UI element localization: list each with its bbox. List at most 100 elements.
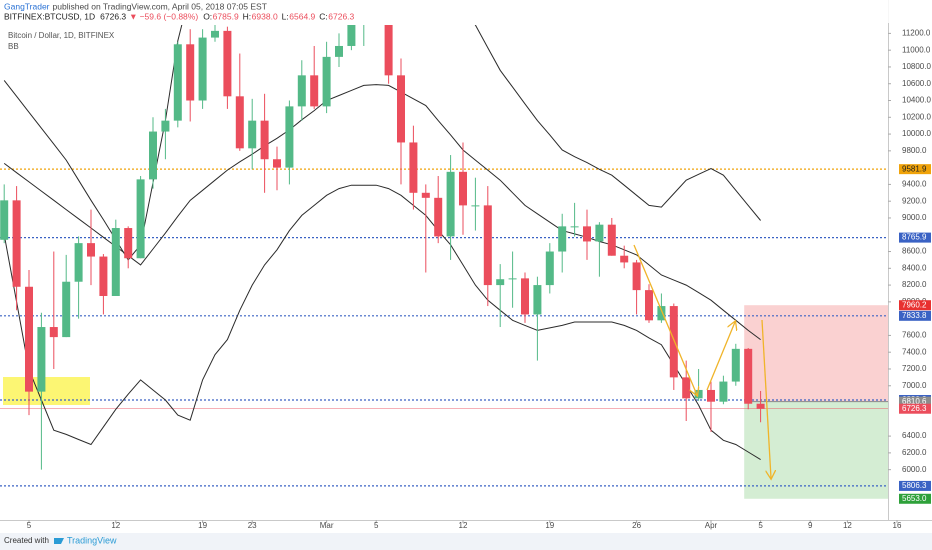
footer-brand[interactable]: TradingView — [67, 535, 117, 545]
header-item: 6938.0 — [252, 11, 278, 21]
published: published on TradingView.com, April 05, … — [53, 1, 267, 11]
candle-body — [310, 75, 319, 107]
target-zone — [744, 401, 888, 499]
candle-body — [471, 205, 480, 207]
y-tick-label: 9000.0 — [902, 213, 927, 222]
x-tick-label: 5 — [758, 521, 763, 530]
annotation-arrow — [761, 319, 771, 478]
price-label-bg — [899, 310, 931, 321]
annotation-arrow — [706, 322, 735, 391]
candle-body — [645, 290, 653, 321]
y-tick-label: 10200.0 — [902, 112, 931, 121]
header-item: BITFINEX:BTCUSD, 1D — [4, 11, 95, 21]
price-label: 5806.3 — [902, 481, 927, 490]
candle-body — [99, 256, 108, 296]
candle-body — [198, 37, 207, 101]
y-tick-label: 7400.0 — [902, 347, 927, 356]
highlight-zone — [3, 377, 90, 405]
y-tick-label: 9400.0 — [902, 180, 927, 189]
price-label-bg — [899, 232, 931, 243]
footer-created: Created with — [4, 536, 49, 545]
candle-body — [0, 200, 9, 240]
candle-body — [49, 327, 58, 338]
candle-body — [12, 200, 21, 287]
x-tick-label: Apr — [705, 521, 718, 530]
header-item: O: — [203, 11, 212, 21]
candle-body — [235, 96, 244, 149]
author[interactable]: GangTrader — [4, 1, 50, 11]
candle-body — [533, 285, 542, 315]
candle-body — [521, 278, 529, 315]
candle-body — [285, 106, 294, 168]
candle-body — [37, 327, 46, 392]
header-item: H: — [243, 11, 252, 21]
y-tick-label: 6000.0 — [902, 465, 927, 474]
candle-body — [186, 44, 195, 101]
y-tick-label: 6200.0 — [902, 448, 927, 457]
candle-body — [335, 45, 343, 57]
axes: 6000.0 6200.0 6400.0 7000.0 7200.0 7400.0 7600… — [27, 28, 932, 530]
footer-bg — [0, 533, 932, 550]
candle-body — [136, 179, 145, 259]
y-tick-label: 11200.0 — [902, 28, 931, 37]
candle-body — [719, 381, 728, 402]
header-bg — [0, 0, 932, 23]
y-tick-label: 7000.0 — [902, 381, 927, 390]
candle-body — [707, 389, 715, 402]
price-label: 5653.0 — [902, 494, 927, 503]
price-label-bg — [899, 164, 931, 175]
candle-body — [273, 159, 281, 168]
annotation-arrow — [633, 244, 697, 395]
price-label: 7833.8 — [902, 311, 927, 320]
legend-title: Bitcoin / Dollar, 1D, BITFINEX — [8, 31, 115, 40]
x-tick-label: 12 — [111, 521, 120, 530]
candle-body — [558, 226, 567, 252]
candle-body — [322, 56, 331, 107]
x-tick-label: 23 — [248, 521, 257, 530]
candle-body — [62, 281, 71, 338]
candle-body — [570, 226, 579, 228]
candle-body — [595, 224, 604, 242]
candle-body — [744, 348, 753, 404]
price-label: 7960.2 — [902, 300, 927, 309]
candle-body — [607, 224, 616, 256]
candle-body — [583, 226, 591, 242]
header-item: L: — [282, 11, 289, 21]
y-tick-label: 9800.0 — [902, 146, 927, 155]
price-label-bg — [899, 493, 931, 504]
header-item: C: — [319, 11, 328, 21]
y-tick-label: 8400.0 — [902, 263, 927, 272]
header-item: ▼ — [129, 11, 137, 21]
price-label: 6810.6 — [902, 397, 927, 406]
y-tick-label: 7200.0 — [902, 364, 927, 373]
y-tick-label: 9200.0 — [902, 196, 927, 205]
y-tick-label: 10000.0 — [902, 129, 931, 138]
candle-body — [173, 44, 182, 121]
candle-body — [260, 120, 269, 160]
candle-body — [483, 205, 492, 286]
candle-body — [111, 228, 120, 296]
x-tick-label: 19 — [545, 521, 554, 530]
price-label: 9581.9 — [902, 164, 927, 173]
candle-body — [384, 25, 393, 76]
x-tick-label: 19 — [198, 521, 207, 530]
x-tick-label: 5 — [374, 521, 379, 530]
y-tick-label: 10800.0 — [902, 62, 931, 71]
candle-body — [434, 197, 443, 237]
price-label-bg — [899, 300, 931, 311]
x-tick-label: 12 — [459, 521, 468, 530]
candle-body — [545, 251, 554, 286]
candle-body — [211, 30, 219, 38]
price-label: 6726.3 — [902, 404, 927, 413]
x-tick-label: 5 — [27, 521, 32, 530]
bb-lower — [3, 184, 761, 461]
x-tick-label: 26 — [632, 521, 641, 530]
candle-body — [161, 120, 170, 132]
x-tick-label: 9 — [808, 521, 813, 530]
y-tick-label: 8600.0 — [902, 247, 927, 256]
header-item: 6726.3 — [328, 11, 354, 21]
y-tick-label: 10600.0 — [902, 79, 931, 88]
candle-body — [669, 306, 678, 378]
header-item: 6564.9 — [289, 11, 315, 21]
candle-body — [74, 243, 83, 282]
